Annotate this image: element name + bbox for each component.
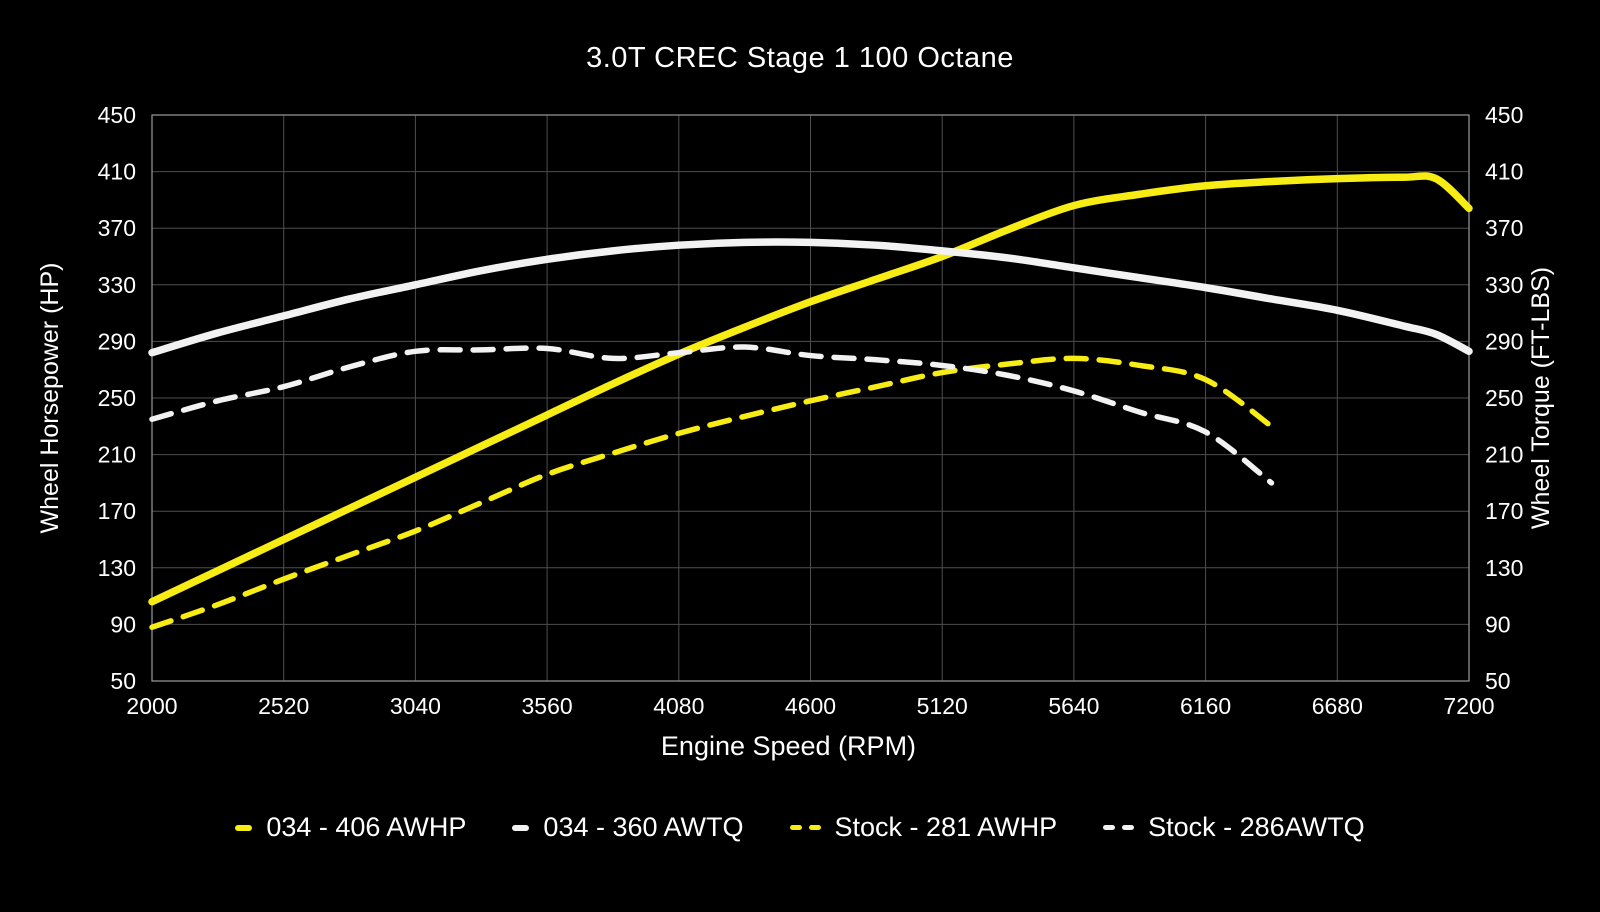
y-axis-tick-left: 330 [98, 272, 136, 298]
y-axis-tick-right: 330 [1485, 272, 1523, 298]
y-axis-tick-right: 410 [1485, 159, 1523, 185]
y-axis-tick-right: 370 [1485, 215, 1523, 241]
y-axis-tick-left: 90 [110, 611, 136, 637]
legend-item: Stock - 281 AWHP [789, 812, 1058, 843]
series-path-034-406-awhp [148, 172, 1473, 606]
y-axis-tick-left: 170 [98, 498, 136, 524]
y-axis-tick-left: 50 [110, 668, 136, 694]
legend-marker-dashed-white [1103, 825, 1135, 830]
legend-dash [235, 824, 253, 831]
x-axis-tick: 5640 [1048, 693, 1099, 719]
x-axis-tick: 7200 [1443, 693, 1494, 719]
series-path-stock-286awtq [149, 344, 1275, 486]
legend-marker-solid-yellow [235, 824, 253, 831]
x-axis-tick: 3560 [522, 693, 573, 719]
legend: 034 - 406 AWHP 034 - 360 AWTQ Stock - 28… [0, 812, 1600, 843]
legend-label: 034 - 360 AWTQ [543, 812, 744, 842]
y-axis-tick-left: 410 [98, 159, 136, 185]
x-axis-tick: 4600 [785, 693, 836, 719]
x-axis-tick: 4080 [653, 693, 704, 719]
y-axis-tick-left: 450 [98, 102, 136, 128]
y-axis-tick-right: 130 [1485, 555, 1523, 581]
y-axis-tick-left: 290 [98, 328, 136, 354]
chart-title: 3.0T CREC Stage 1 100 Octane [586, 42, 1014, 74]
x-axis-tick: 3040 [390, 693, 441, 719]
x-axis-title: Engine Speed (RPM) [661, 731, 916, 761]
legend-marker-dashed-yellow [789, 825, 821, 830]
x-axis-tick: 6160 [1180, 693, 1231, 719]
legend-dash [789, 825, 802, 830]
chart-canvas: 50 50 90 90 130 130 170 170 210 210 250 250 290 290 33… [36, 102, 1555, 761]
y-axis-title-right: Wheel Torque (FT-LBS) [1527, 267, 1555, 529]
y-axis-tick-left: 370 [98, 215, 136, 241]
plot-border [151, 114, 1470, 682]
legend-dash [512, 824, 530, 831]
y-axis-tick-right: 250 [1485, 385, 1523, 411]
legend-dash [808, 825, 821, 830]
legend-label: Stock - 281 AWHP [834, 812, 1058, 842]
legend-item: Stock - 286AWTQ [1103, 812, 1365, 843]
series-path-034-360-awtq [148, 238, 1473, 357]
y-axis-title-left: Wheel Horsepower (HP) [36, 263, 64, 534]
y-axis-tick-right: 210 [1485, 442, 1523, 468]
legend-item: 034 - 406 AWHP [235, 812, 466, 843]
legend-dash [1122, 825, 1135, 830]
legend-marker-solid-white [512, 824, 530, 831]
legend-dash [1103, 825, 1116, 830]
x-axis-tick: 2520 [258, 693, 309, 719]
y-axis-tick-right: 50 [1485, 668, 1511, 694]
legend-label: Stock - 286AWTQ [1148, 812, 1365, 842]
y-axis-tick-right: 90 [1485, 611, 1511, 637]
x-axis-tick: 2000 [126, 693, 177, 719]
x-axis-tick: 5120 [917, 693, 968, 719]
y-axis-tick-right: 290 [1485, 328, 1523, 354]
y-axis-tick-left: 250 [98, 385, 136, 411]
series-path-stock-281-awhp [149, 355, 1275, 630]
legend-label: 034 - 406 AWHP [266, 812, 467, 842]
y-axis-tick-right: 450 [1485, 102, 1523, 128]
x-axis-tick: 6680 [1312, 693, 1363, 719]
y-axis-tick-left: 210 [98, 442, 136, 468]
y-axis-tick-left: 130 [98, 555, 136, 581]
y-axis-tick-right: 170 [1485, 498, 1523, 524]
legend-item: 034 - 360 AWTQ [512, 812, 744, 843]
